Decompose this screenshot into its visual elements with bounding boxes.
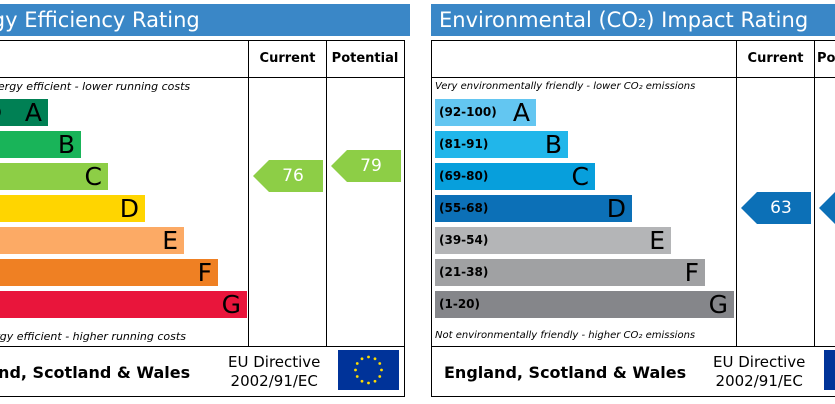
environment-bottom-note: Not environmentally friendly - higher CO… <box>435 330 696 341</box>
energy-potential-arrow: 79 <box>331 150 401 182</box>
energy-band-letter: G <box>221 290 241 319</box>
eu-star <box>360 379 364 383</box>
environment-band-e: (39-54) E <box>435 227 671 254</box>
environment-band-g: (1-20) G <box>435 291 734 318</box>
eu-star <box>378 362 382 365</box>
energy-col-current: Current <box>259 51 316 66</box>
energy-band-range: (92-100) <box>0 99 2 126</box>
energy-header-line <box>0 77 404 78</box>
energy-band-e: (39-54)E <box>0 227 184 254</box>
energy-band-letter: B <box>57 130 75 159</box>
environment-band-f: (21-38) F <box>435 259 705 286</box>
environment-band-range: (81-91) <box>439 137 489 151</box>
eu-star <box>367 355 370 359</box>
environment-header-line <box>431 77 835 78</box>
environment-directive-line2: 2002/91/EC <box>715 372 803 390</box>
environment-footer-country: England, Scotland & Wales <box>444 363 687 382</box>
environment-band-letter: A <box>512 98 530 127</box>
eu-flag-icon-right <box>824 350 835 390</box>
energy-band-g: (1-20)G <box>0 291 247 318</box>
eu-star <box>367 381 370 385</box>
environment-col-current: Current <box>747 51 804 66</box>
energy-footer-directive: EU Directive 2002/91/EC <box>228 353 320 391</box>
environment-directive-line1: EU Directive <box>713 353 806 371</box>
environment-top-note: Very environmentally friendly - lower CO… <box>435 81 696 92</box>
environment-band-letter: E <box>649 226 665 255</box>
environment-potential-arrow <box>819 192 835 224</box>
energy-band-c: (69-80)C <box>0 163 108 190</box>
energy-panel-title: Energy Efficiency Rating <box>0 4 410 36</box>
environmental-impact-panel: Environmental (CO₂) Impact Rating Curren… <box>425 0 835 404</box>
environment-panel-title: Environmental (CO₂) Impact Rating <box>431 4 835 36</box>
environment-band-range: (21-38) <box>439 265 489 279</box>
energy-footer-country: England, Scotland & Wales <box>0 363 191 382</box>
environment-col-potential: Potential <box>817 51 835 66</box>
environment-divider-current <box>736 40 737 346</box>
environment-band-range: (1-20) <box>439 297 480 311</box>
eu-star <box>378 375 382 378</box>
eu-star <box>373 357 377 361</box>
energy-divider-current <box>248 40 249 346</box>
energy-potential-arrow-value: 79 <box>360 156 382 176</box>
environment-band-letter: G <box>708 290 728 319</box>
eu-star <box>380 368 383 372</box>
environment-band-letter: C <box>571 162 589 191</box>
environment-band-range: (55-68) <box>439 201 489 215</box>
energy-band-letter: C <box>84 162 102 191</box>
energy-directive-line2: 2002/91/EC <box>230 372 318 390</box>
energy-current-arrow: 76 <box>253 160 323 192</box>
eu-flag-icon <box>338 350 399 390</box>
eu-star <box>355 375 359 378</box>
energy-band-letter: D <box>119 194 139 223</box>
environment-band-letter: D <box>606 194 626 223</box>
energy-band-d: (55-68)D <box>0 195 145 222</box>
environment-band-range: (69-80) <box>439 169 489 183</box>
environment-band-a: (92-100) A <box>435 99 536 126</box>
eu-star <box>355 362 359 365</box>
energy-efficiency-panel: Energy Efficiency Rating Current Potenti… <box>0 0 410 404</box>
environment-current-arrow: 63 <box>741 192 811 224</box>
environment-band-letter: B <box>544 130 562 159</box>
environment-band-range: (92-100) <box>439 105 497 119</box>
energy-directive-line1: EU Directive <box>228 353 321 371</box>
energy-band-letter: F <box>197 258 212 287</box>
environment-band-letter: F <box>684 258 699 287</box>
energy-band-a: (92-100) A <box>0 99 48 126</box>
energy-divider-potential <box>326 40 327 346</box>
energy-footer-line <box>0 346 404 347</box>
energy-current-arrow-value: 76 <box>282 166 304 186</box>
eu-star <box>354 368 357 372</box>
energy-top-note: Very energy efficient - lower running co… <box>0 80 191 93</box>
eu-star <box>373 379 377 383</box>
environment-current-arrow-value: 63 <box>770 198 792 218</box>
energy-col-potential: Potential <box>331 51 399 66</box>
environment-divider-potential <box>814 40 815 346</box>
environment-footer-directive: EU Directive 2002/91/EC <box>713 353 805 391</box>
environment-band-range: (39-54) <box>439 233 489 247</box>
environment-band-b: (81-91) B <box>435 131 568 158</box>
environment-footer-line <box>431 346 835 347</box>
energy-band-f: (21-38)F <box>0 259 218 286</box>
environment-band-d: (55-68) D <box>435 195 632 222</box>
environment-band-c: (69-80) C <box>435 163 595 190</box>
energy-band-letter: E <box>162 226 178 255</box>
eu-star <box>360 357 364 361</box>
energy-bottom-note: Not energy efficient - higher running co… <box>0 330 186 343</box>
energy-band-b: (81-91)B <box>0 131 81 158</box>
energy-band-letter: A <box>24 98 42 127</box>
